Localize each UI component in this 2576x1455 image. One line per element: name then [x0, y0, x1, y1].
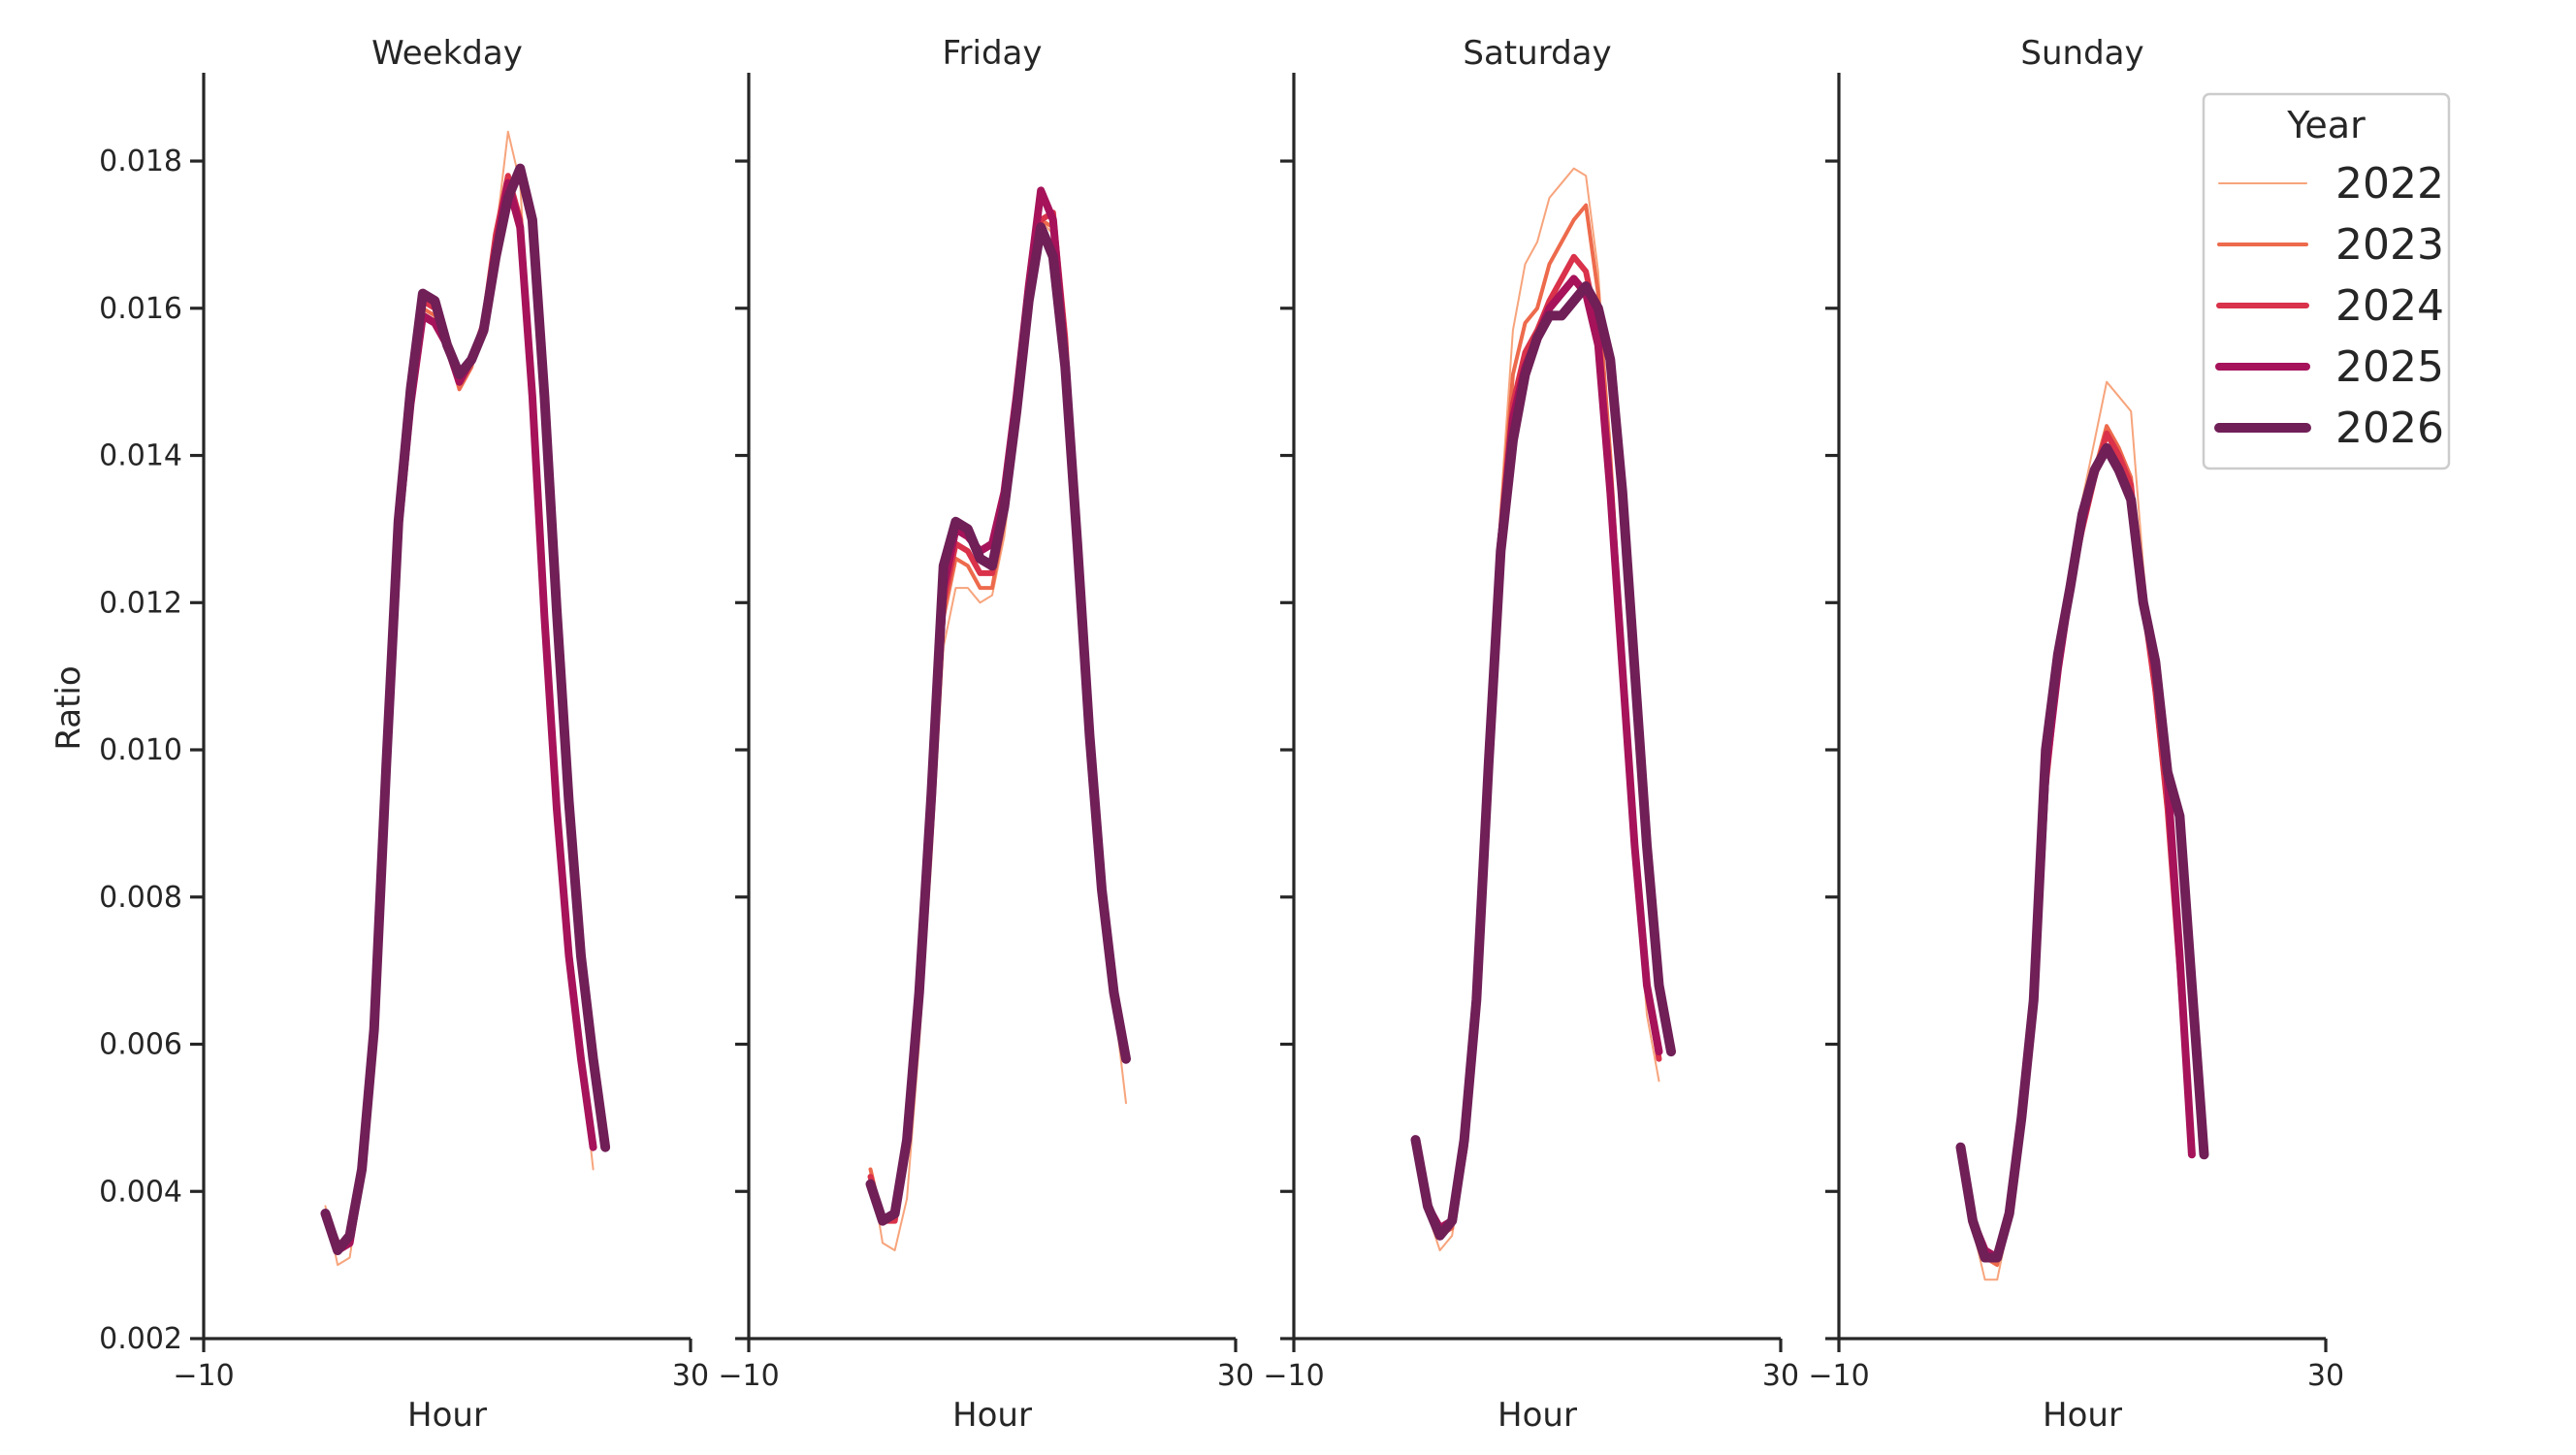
x-tick-label: −10	[1808, 1359, 1869, 1393]
legend-frame	[2202, 92, 2451, 470]
series-line-2026-sunday	[1955, 442, 2209, 1263]
legend-label-2025: 2025	[2335, 342, 2444, 392]
panel-title: Friday	[942, 34, 1042, 73]
series-line-2026-friday	[865, 222, 1131, 1226]
y-tick-label: 0.014	[99, 439, 182, 473]
x-axis-label: Hour	[407, 1396, 487, 1435]
panel-weekday: Weekday 0.002 0.004 0.006 0.008 0.010 0.012 0.0…	[99, 34, 709, 1435]
x-tick-label: 30	[2307, 1359, 2344, 1393]
series-line-2026-saturday	[1410, 281, 1676, 1241]
panel-title: Weekday	[371, 34, 523, 73]
x-axis-label: Hour	[952, 1396, 1032, 1435]
x-tick-label: 30	[1762, 1359, 1799, 1393]
y-tick-label: 0.018	[99, 145, 182, 178]
y-tick-label: 0.006	[99, 1028, 182, 1062]
x-axis-label: Hour	[2043, 1396, 2122, 1435]
x-tick-label: 30	[672, 1359, 709, 1393]
y-tick-label: 0.002	[99, 1322, 182, 1356]
series-line-2026-weekday	[320, 163, 611, 1255]
y-tick-label: 0.010	[99, 733, 182, 767]
panel-sunday: Sunday −10 30 Hour	[1808, 34, 2344, 1435]
legend-title: Year	[2286, 104, 2366, 146]
legend[interactable]: Year 2022 2023 2024 2025 2026	[2202, 92, 2451, 470]
legend-label-2024: 2024	[2335, 281, 2444, 331]
panel-title: Saturday	[1463, 34, 1611, 73]
legend-label-2023: 2023	[2335, 220, 2444, 270]
x-tick-label: 30	[1217, 1359, 1254, 1393]
panels-layer: Weekday 0.002 0.004 0.006 0.008 0.010 0.012 0.0…	[99, 34, 2344, 1435]
series-line-2025-saturday	[1411, 275, 1663, 1233]
panel-friday: Friday −10 30 Hour	[718, 34, 1254, 1435]
y-axis-label: Ratio	[49, 665, 88, 750]
y-tick-label: 0.012	[99, 586, 182, 620]
panel-title: Sunday	[2020, 34, 2143, 73]
x-axis-label: Hour	[1497, 1396, 1577, 1435]
x-tick-label: −10	[173, 1359, 234, 1393]
x-tick-label: −10	[718, 1359, 779, 1393]
y-axis-label-layer: Ratio	[49, 665, 88, 750]
series-line-2022-sunday	[1959, 380, 2193, 1281]
legend-label-2022: 2022	[2335, 159, 2444, 209]
y-tick-label: 0.008	[99, 881, 182, 915]
legend-label-2026: 2026	[2335, 404, 2444, 453]
panel-saturday: Saturday −10 30 Hour	[1263, 34, 1799, 1435]
series-line-2024-saturday	[1412, 253, 1662, 1239]
y-tick-label: 0.004	[99, 1175, 182, 1209]
y-tick-label: 0.016	[99, 292, 182, 326]
x-tick-label: −10	[1263, 1359, 1324, 1393]
